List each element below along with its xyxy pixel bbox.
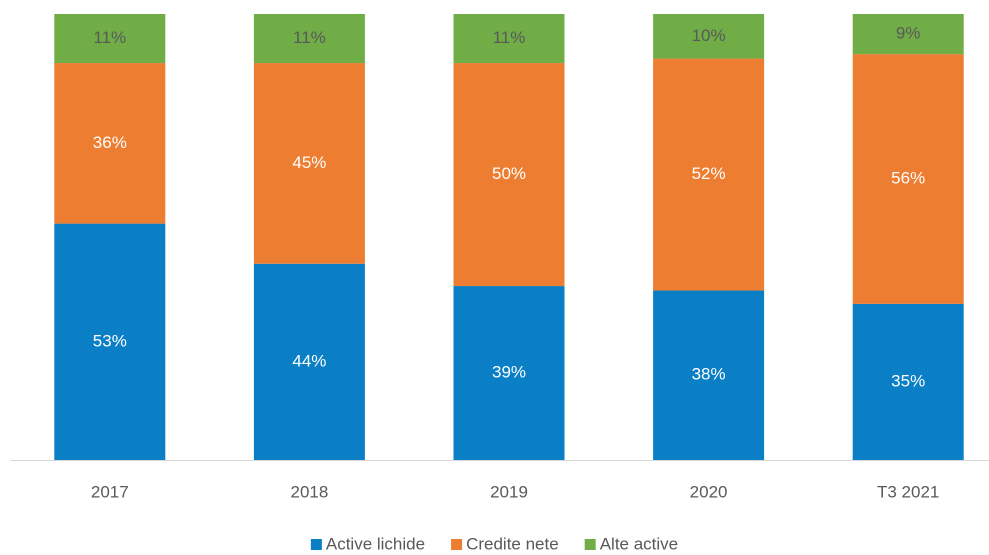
bar-segment	[453, 63, 565, 287]
legend-label: Active lichide	[326, 534, 425, 553]
data-label: 44%	[292, 351, 326, 370]
x-tick-label: 2017	[91, 482, 129, 501]
x-tick-label: T3 2021	[877, 482, 939, 501]
legend-swatch	[451, 539, 463, 550]
bar-segment	[54, 14, 166, 64]
data-label: 35%	[891, 371, 925, 390]
bar-segment	[253, 14, 365, 64]
bar-segment	[453, 14, 565, 64]
data-label: 56%	[891, 169, 925, 188]
bar-segment	[653, 58, 765, 291]
data-label: 45%	[292, 153, 326, 172]
bar-segment	[852, 14, 964, 55]
data-label: 11%	[293, 28, 326, 47]
bar-segment	[852, 303, 964, 460]
data-label: 10%	[692, 26, 726, 45]
legend-label: Credite nete	[466, 534, 559, 553]
data-label: 11%	[493, 28, 526, 47]
data-label: 11%	[93, 28, 126, 47]
legend: Active lichide Credite nete Alte active	[310, 534, 678, 553]
bar-segment	[852, 54, 964, 304]
data-label: 36%	[93, 133, 127, 152]
legend-label: Alte active	[600, 534, 678, 553]
x-tick-label: 2018	[290, 482, 328, 501]
bar-segment	[54, 63, 166, 224]
data-label: 9%	[896, 24, 921, 43]
bar-segment	[253, 263, 365, 460]
bar-segment	[653, 14, 765, 59]
legend-swatch	[310, 539, 322, 550]
x-tick-label: 2020	[690, 482, 728, 501]
data-label: 38%	[692, 365, 726, 384]
bar-segment	[453, 286, 565, 460]
bar-segment	[253, 63, 365, 264]
data-label: 50%	[492, 164, 526, 183]
bar-segment	[54, 223, 166, 460]
legend-swatch	[584, 539, 596, 550]
x-tick-label: 2019	[490, 482, 528, 501]
bar-segment	[653, 290, 765, 460]
data-label: 52%	[692, 164, 726, 183]
data-label: 53%	[93, 331, 127, 350]
data-label: 39%	[492, 363, 526, 382]
